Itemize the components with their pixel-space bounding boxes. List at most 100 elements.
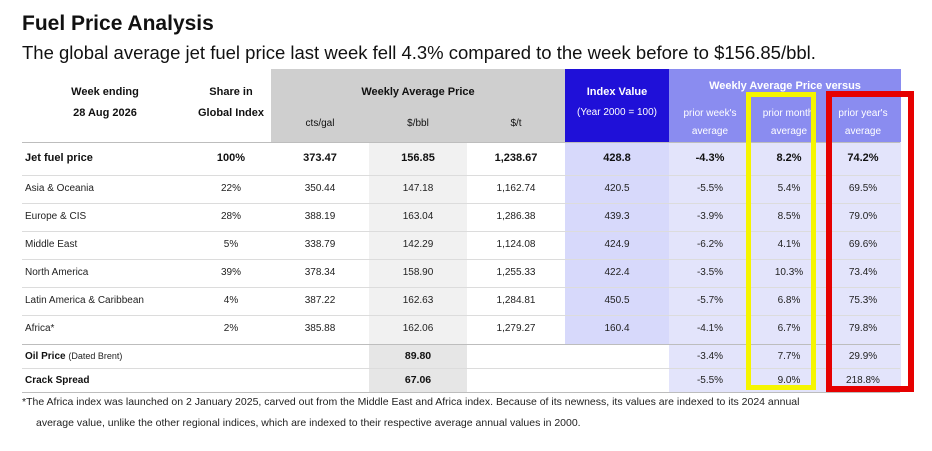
page-subtitle: The global average jet fuel price last w…	[22, 42, 816, 63]
row-cts: 350.44	[304, 183, 336, 194]
row-separator	[22, 259, 900, 260]
oil-price-month: 7.7%	[777, 351, 801, 362]
row-index: 450.5	[604, 295, 630, 306]
row-bbl: 163.04	[402, 211, 434, 222]
row-name: Africa*	[25, 323, 55, 334]
row-cts: 385.88	[304, 323, 336, 334]
row-share: 39%	[220, 267, 241, 278]
row-share: 22%	[220, 183, 241, 194]
row-cts: 378.34	[304, 267, 336, 278]
row-name: Jet fuel price	[25, 152, 93, 164]
row-cts: 388.19	[304, 211, 336, 222]
page-title: Fuel Price Analysis	[22, 12, 214, 35]
week-ending-label: Week ending	[71, 86, 139, 98]
row-month: 6.8%	[777, 295, 801, 306]
index-value-header-bg	[565, 69, 669, 142]
row-bbl: 162.06	[402, 323, 434, 334]
share-label-line1: Share in	[209, 86, 253, 98]
crack-spread-year: 218.8%	[846, 375, 880, 386]
row-index: 420.5	[604, 183, 630, 194]
row-share: 28%	[220, 211, 241, 222]
prior-week-label-line2: average	[691, 126, 729, 137]
prior-month-highlight-box	[746, 92, 816, 390]
row-share: 5%	[223, 239, 239, 250]
row-separator	[22, 231, 900, 232]
row-t: 1,286.38	[496, 211, 536, 222]
footnote-line2: average value, unlike the other regional…	[36, 417, 581, 429]
versus-label: Weekly Average Price versus	[709, 80, 861, 92]
row-t: 1,162.74	[496, 183, 536, 194]
row-t: 1,124.08	[496, 239, 536, 250]
row-separator	[22, 203, 900, 204]
row-index: 422.4	[604, 267, 630, 278]
row-year: 74.2%	[847, 152, 879, 164]
row-t: 1,238.67	[494, 152, 538, 164]
row-week: -5.5%	[696, 183, 724, 194]
row-week: -4.1%	[696, 323, 724, 334]
row-separator	[22, 315, 900, 316]
weekly-average-label: Weekly Average Price	[361, 86, 475, 98]
oil-price-label: Oil Price	[25, 351, 66, 362]
row-name: Europe & CIS	[25, 211, 87, 222]
row-index: 439.3	[604, 211, 630, 222]
versus-header-bg	[669, 69, 901, 142]
row-month: 5.4%	[777, 183, 801, 194]
row-bbl: 158.90	[402, 267, 434, 278]
row-share: 2%	[223, 323, 239, 334]
crack-spread-week: -5.5%	[696, 375, 724, 386]
row-month: 6.7%	[777, 323, 801, 334]
row-month: 8.5%	[777, 211, 801, 222]
row-week: -6.2%	[696, 239, 724, 250]
index-value-label: Index Value	[586, 86, 648, 98]
row-share: 4%	[223, 295, 239, 306]
row-year: 69.6%	[848, 239, 878, 250]
row-bbl: 147.18	[402, 183, 434, 194]
row-index: 428.8	[603, 152, 631, 164]
versus-columns-bg	[669, 142, 901, 392]
row-index: 160.4	[604, 323, 630, 334]
week-ending-date: 28 Aug 2026	[73, 107, 137, 119]
row-separator	[22, 175, 900, 176]
row-year: 73.4%	[848, 267, 878, 278]
prior-month-label-line1: prior month'	[762, 108, 816, 119]
row-month: 4.1%	[777, 239, 801, 250]
row-name: Middle East	[25, 239, 78, 250]
row-year: 79.8%	[848, 323, 878, 334]
row-name: Asia & Oceania	[25, 183, 94, 194]
unit-dollar-bbl: $/bbl	[407, 118, 429, 129]
prior-week-label-line1: prior week's	[683, 108, 737, 119]
footnote-line1: *The Africa index was launched on 2 Janu…	[22, 396, 800, 408]
row-separator	[22, 368, 900, 369]
row-month: 10.3%	[774, 267, 804, 278]
row-bbl: 156.85	[401, 152, 435, 164]
row-month: 8.2%	[776, 152, 802, 164]
crack-spread-month: 9.0%	[777, 375, 801, 386]
row-separator	[22, 392, 900, 393]
row-bbl: 142.29	[402, 239, 434, 250]
oil-price-week: -3.4%	[696, 351, 724, 362]
weekly-average-header-bg	[271, 69, 565, 142]
row-year: 79.0%	[848, 211, 878, 222]
row-cts: 387.22	[304, 295, 336, 306]
row-index: 424.9	[604, 239, 630, 250]
share-label-line2: Global Index	[197, 107, 264, 119]
oil-price-bbl: 89.80	[404, 350, 432, 362]
prior-year-label-line1: prior year's	[838, 108, 888, 119]
crack-spread-bbl: 67.06	[404, 374, 432, 386]
row-week: -3.5%	[696, 267, 724, 278]
oil-price-name: Oil Price (Dated Brent)	[25, 351, 122, 362]
unit-cts-gal: cts/gal	[305, 118, 335, 129]
row-separator	[22, 287, 900, 288]
row-name: Latin America & Caribbean	[25, 295, 144, 306]
crack-spread-name: Crack Spread	[25, 375, 90, 386]
row-name: North America	[25, 267, 89, 278]
row-separator	[22, 142, 900, 143]
row-t: 1,279.27	[496, 323, 536, 334]
prior-year-highlight-box	[826, 91, 914, 392]
row-year: 75.3%	[848, 295, 878, 306]
index-value-sub: (Year 2000 = 100)	[577, 107, 657, 118]
prior-year-label-line2: average	[844, 126, 882, 137]
oil-price-sub: (Dated Brent)	[68, 351, 123, 361]
row-week: -5.7%	[696, 295, 724, 306]
row-t: 1,284.81	[496, 295, 536, 306]
